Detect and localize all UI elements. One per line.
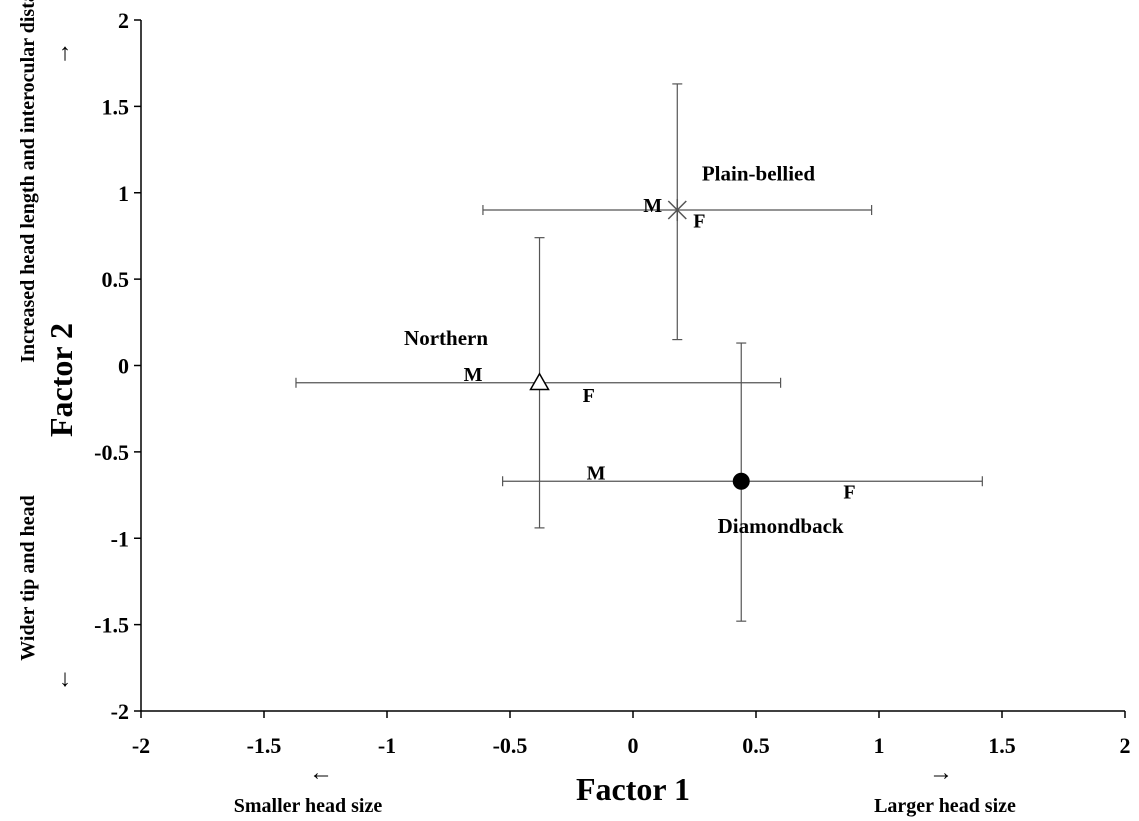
data-point-2 bbox=[732, 472, 750, 490]
data-points bbox=[529, 199, 750, 490]
y-axis-title: Factor 2 bbox=[43, 323, 79, 437]
x-tick-label: 2 bbox=[1120, 733, 1131, 758]
x-tick-label: 1 bbox=[874, 733, 885, 758]
x-tick-label: -1 bbox=[378, 733, 396, 758]
y-tick-label: 0.5 bbox=[102, 267, 130, 292]
up-arrow-icon: ↑ bbox=[59, 40, 71, 66]
y-top-direction-label: Increased head length and interocular di… bbox=[17, 0, 39, 363]
x-tick-label: -2 bbox=[132, 733, 150, 758]
y-tick-label: -1.5 bbox=[94, 613, 129, 638]
y-tick-label: 2 bbox=[118, 8, 129, 33]
tick-labels: -2 -1.5 -1 -0.5 0 0.5 1 1.5 2 -2 -1.5 -1 -0.5 0 0.5 1 1.… bbox=[94, 8, 1130, 758]
series-label: Plain-bellied bbox=[702, 162, 815, 186]
x-tick-label: 0.5 bbox=[742, 733, 770, 758]
x-axis-title: Factor 1 bbox=[576, 771, 690, 807]
sex-label: M bbox=[464, 364, 483, 386]
y-bottom-direction-label: Wider tip and head bbox=[17, 495, 39, 660]
y-tick-label: -2 bbox=[111, 699, 129, 724]
sex-label: F bbox=[583, 385, 595, 407]
y-tick-label: 1 bbox=[118, 181, 129, 206]
annotations: M F M F M F Plain-bellied Northern Diamondback bbox=[404, 162, 856, 538]
series-label: Diamondback bbox=[718, 514, 844, 538]
error-bars bbox=[295, 83, 983, 622]
sex-label: M bbox=[587, 463, 606, 485]
x-tick-label: 1.5 bbox=[988, 733, 1016, 758]
x-tick-label: -0.5 bbox=[493, 733, 528, 758]
sex-label: F bbox=[693, 210, 705, 232]
sex-label: F bbox=[843, 482, 855, 504]
axes bbox=[134, 19, 1126, 718]
data-point-0 bbox=[667, 199, 687, 222]
x-tick-label: 0 bbox=[628, 733, 639, 758]
y-tick-label: 0 bbox=[118, 354, 129, 379]
x-right-direction-label: Larger head size bbox=[874, 795, 1016, 817]
y-tick-label: 1.5 bbox=[102, 94, 130, 119]
left-arrow-icon: ← bbox=[309, 760, 333, 786]
x-tick-label: -1.5 bbox=[247, 733, 282, 758]
x-left-direction-label: Smaller head size bbox=[234, 795, 383, 817]
down-arrow-icon: ↓ bbox=[59, 666, 71, 692]
series-label: Northern bbox=[404, 326, 488, 350]
y-tick-label: -0.5 bbox=[94, 440, 129, 465]
right-arrow-icon: → bbox=[929, 760, 953, 786]
sex-label: M bbox=[643, 195, 662, 217]
y-tick-label: -1 bbox=[111, 526, 129, 551]
data-point-1 bbox=[529, 372, 550, 391]
